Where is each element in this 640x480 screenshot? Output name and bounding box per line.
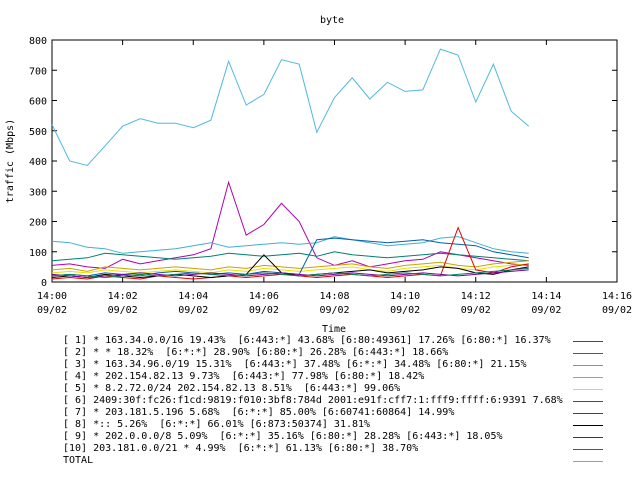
x-tick-label-time: 14:12 [461, 291, 491, 302]
y-tick-label: 600 [29, 97, 47, 108]
y-axis: 0 100 200 300 400 500 600 700 800 [29, 36, 617, 289]
x-tick-label-date: 09/02 [108, 305, 138, 316]
y-tick-label: 500 [29, 127, 47, 138]
x-tick-label-time: 14:04 [178, 291, 208, 302]
y-tick-label: 200 [29, 218, 47, 229]
series-lines [51, 48, 530, 280]
x-tick-label-date: 09/02 [37, 305, 67, 316]
series-line-8 [51, 254, 529, 279]
chart-title: byte [320, 15, 344, 26]
y-tick-label: 800 [29, 36, 47, 47]
series-line-10 [51, 267, 529, 279]
x-tick-label-time: 14:00 [37, 291, 67, 302]
x-tick-label-date: 09/02 [319, 305, 349, 316]
x-tick-label-date: 09/02 [461, 305, 491, 316]
series-line-5 [51, 263, 529, 274]
x-tick-label-time: 14:08 [319, 291, 349, 302]
y-tick-label: 0 [41, 278, 47, 289]
y-tick-label: 300 [29, 187, 47, 198]
x-tick-label-time: 14:06 [249, 291, 279, 302]
x-axis-label: Time [322, 324, 346, 335]
x-tick-label-date: 09/02 [390, 305, 420, 316]
x-tick-label-time: 14:02 [108, 291, 138, 302]
series-line-2 [51, 251, 529, 262]
series-line-4 [51, 260, 529, 272]
y-tick-label: 700 [29, 66, 47, 77]
x-tick-label-time: 14:16 [602, 291, 632, 302]
series-line-11 [51, 48, 530, 167]
series-line-3 [51, 236, 529, 254]
y-axis-label: traffic (Mbps) [5, 119, 16, 203]
series-line-1 [51, 180, 529, 269]
x-tick-label-time: 14:14 [531, 291, 561, 302]
x-tick-label-date: 09/02 [602, 305, 632, 316]
x-tick-label-date: 09/02 [249, 305, 279, 316]
y-tick-label: 400 [29, 157, 47, 168]
y-tick-label: 100 [29, 248, 47, 259]
x-tick-label-date: 09/02 [178, 305, 208, 316]
plot-frame [51, 39, 618, 283]
x-tick-label-time: 14:10 [390, 291, 420, 302]
x-tick-label-date: 09/02 [531, 305, 561, 316]
x-axis: 14:00 09/02 14:02 09/02 14:04 09/02 14:06 09/02… [37, 40, 632, 316]
